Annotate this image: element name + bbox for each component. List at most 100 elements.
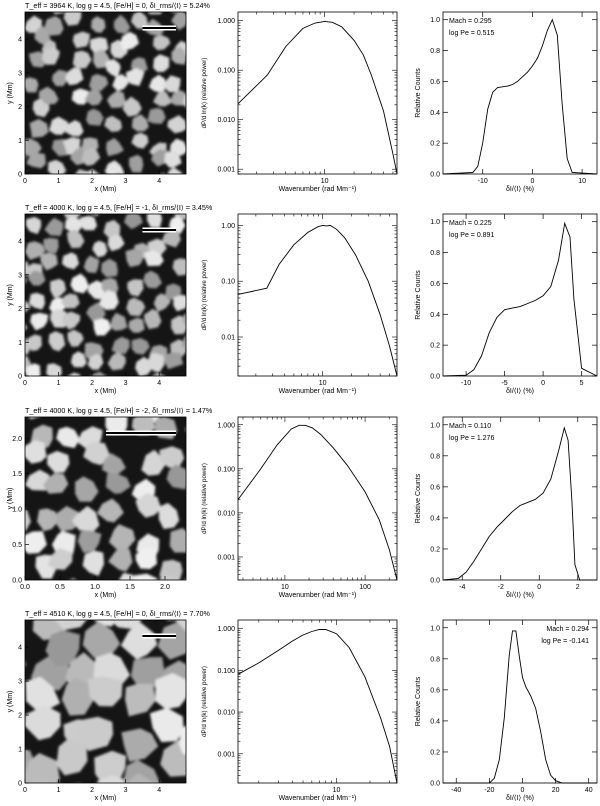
image-x-tick-label: 0.0 [20,584,30,591]
granule [131,338,150,355]
granule [158,502,180,529]
spectrum-x-tick-label: 100 [359,584,371,591]
image-x-tick-label: 2.0 [160,584,170,591]
granule [49,116,70,135]
granule [98,290,119,310]
image-x-label: x (Mm) [95,795,117,802]
granule [113,14,131,34]
granule [153,90,173,107]
histogram-y-tick-label: 1.0 [430,625,440,632]
granule [106,90,126,108]
granule [0,410,14,436]
granule [104,115,123,132]
granule [159,446,185,470]
granule [29,379,46,397]
histogram-x-label: δI/⟨I⟩ (%) [506,794,534,802]
granule [98,383,120,407]
histogram-annotation: Mach = 0.295 [449,18,492,25]
granule [143,250,164,267]
granule [125,68,145,86]
image-frame [24,619,187,784]
spectrum-y-tick-label: 1.000 [217,422,235,429]
image-x-tick-label: 2 [90,380,94,387]
granule [65,120,84,137]
granule [184,578,186,580]
granule [101,258,118,278]
granule [71,88,90,105]
granule [126,297,146,317]
granule [89,74,109,92]
spectrum-y-tick-label: 0.001 [217,167,235,174]
granule [0,440,14,465]
granule [188,351,205,368]
spectrum-y-tick-label: 0.010 [217,510,235,517]
granule [169,90,186,106]
granule [169,138,186,157]
granule [75,476,99,502]
granule [178,725,186,755]
granule [167,166,183,174]
spectrum-y-tick-label: 0.10 [221,279,235,286]
image-y-tick-label: 1.5 [12,471,22,478]
granule [121,728,159,762]
granule [197,385,219,407]
granule [105,58,121,78]
spectrum-line [237,224,398,377]
granule [75,716,114,752]
spectrum-line [237,20,398,175]
histogram-x-tick-label: 0 [521,787,525,794]
granule [0,519,23,542]
granule [68,372,81,376]
image-x-tick-label: 2 [90,787,94,794]
granule [160,740,186,777]
image-y-tick-label: 0.5 [12,542,22,549]
histogram-y-tick-label: 0.0 [430,172,440,179]
granule [47,450,70,473]
granule-cells [25,620,212,806]
granule [84,87,103,106]
image-y-label: y (Mm) [7,488,14,510]
histogram-annotation: log Pe = 0.515 [449,30,494,37]
granule [92,240,108,258]
spectrum-x-label: Wavenumber (rad Mm⁻¹) [279,388,357,395]
image-y-tick-label: 2 [18,104,22,111]
granule [25,77,39,93]
histogram-line [442,426,597,581]
granule [25,508,31,531]
granule [78,215,98,231]
histogram-x-tick-label: 40 [585,787,593,794]
granule [94,620,117,627]
histogram-y-tick-label: 0.4 [430,110,440,117]
histogram-annotation: log Pe = 0.891 [449,232,494,239]
granule [120,31,140,51]
granule [161,230,181,248]
granule [105,417,128,435]
granule [122,96,142,117]
histogram-y-tick-label: 1.0 [430,17,440,24]
granule [178,785,212,806]
histogram-y-tick-label: 0.6 [430,687,440,694]
granule [157,621,186,660]
panel-title: T_eff = 4000 K, log g = 4.5, [Fe/H] = -1… [25,203,213,212]
granule [86,108,104,126]
granule [187,169,207,187]
granule [104,160,125,174]
granule [159,559,183,580]
granule [25,753,60,783]
granule [101,277,119,296]
granule [120,622,158,660]
histogram-y-tick-label: 0.4 [430,718,440,725]
histogram-x-label: δI/⟨I⟩ (%) [506,387,534,395]
granule [37,508,59,532]
histogram-x-tick-label: 0 [530,178,534,185]
granule [182,313,186,326]
granule [125,179,146,196]
granule [192,552,219,577]
granule [108,524,136,551]
granule [181,335,186,349]
granule [147,107,166,124]
granule [87,353,104,370]
granule [29,118,49,138]
granule-cells [25,12,207,196]
